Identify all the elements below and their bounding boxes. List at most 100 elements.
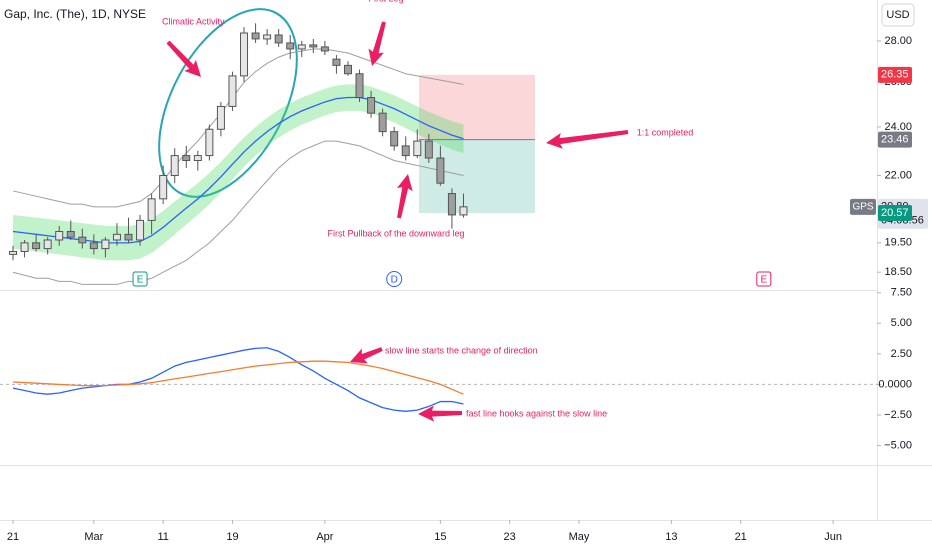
x-tick-label: 21	[735, 531, 747, 543]
event-label: E	[137, 275, 144, 286]
candle-body	[378, 112, 387, 133]
x-tick-label: 11	[157, 531, 168, 543]
annotation: First Pullback of the downward leg	[327, 228, 464, 238]
y-tick-label: 22.00	[884, 169, 912, 181]
y-tick-label: 5.00	[891, 317, 912, 329]
candle-body	[170, 155, 179, 177]
candle-body	[32, 242, 41, 250]
entry-label: 23.46	[881, 134, 909, 146]
y-tick-label: 7.50	[891, 287, 912, 299]
currency[interactable]: USD	[886, 9, 909, 21]
stop-label-box	[878, 66, 912, 83]
arrow	[546, 130, 629, 149]
candle-body	[355, 73, 364, 99]
y-tick-label: 2.50	[891, 348, 912, 360]
stop-zone	[419, 74, 535, 140]
x-tick-label: 21	[7, 531, 19, 543]
candle-body	[263, 34, 272, 40]
x-tick-label: Apr	[316, 531, 333, 543]
candle-body	[390, 131, 399, 147]
candle-body	[228, 75, 237, 107]
candle-body	[205, 128, 214, 157]
stop-label: 26.35	[881, 69, 909, 81]
candle-body	[20, 242, 29, 252]
candle-body	[332, 58, 341, 66]
overlay-line	[12, 140, 464, 285]
entry-label-box	[878, 131, 912, 148]
y-tick-label: 24.00	[884, 121, 912, 133]
candle-body	[459, 206, 468, 216]
candle-body	[193, 155, 202, 161]
x-tick-label: 23	[504, 531, 516, 543]
candle-body	[447, 193, 456, 216]
annotation: Climatic Activity	[162, 16, 225, 26]
arrow	[368, 21, 386, 67]
candle-body	[159, 175, 168, 200]
event-marker	[386, 271, 403, 287]
symbol: GPS	[852, 201, 873, 212]
candle-body	[413, 140, 422, 157]
candle-body	[112, 233, 121, 241]
candle-body	[124, 233, 133, 241]
x-tick-label: Jun	[824, 531, 842, 543]
candle-body	[367, 97, 376, 114]
candle-body	[89, 242, 98, 250]
candle-body	[309, 44, 318, 48]
target-label: 20.57	[881, 207, 909, 219]
y-tick-label: −5.00	[884, 439, 912, 451]
y-tick-label: 19.50	[884, 237, 912, 249]
candle-body	[343, 64, 352, 75]
overlay-line	[12, 48, 464, 208]
event-marker	[132, 271, 148, 287]
candle-body	[101, 239, 110, 250]
candle-body	[66, 231, 75, 238]
overlay-line	[12, 96, 464, 244]
band	[13, 84, 464, 261]
candle-body	[401, 145, 410, 157]
candle-body	[216, 105, 225, 130]
currency-button[interactable]	[881, 3, 915, 27]
symbol-box	[850, 198, 876, 215]
x-tick-label: Mar	[84, 531, 103, 543]
y-tick-label: 0.0000	[878, 378, 912, 390]
x-tick-label: 13	[665, 531, 677, 543]
candle-body	[274, 34, 283, 44]
x-tick-label: 19	[226, 531, 238, 543]
candle-body	[240, 32, 249, 77]
indicator-line	[12, 360, 464, 395]
highlight-ellipse	[158, 8, 298, 198]
y-tick-label: 18.50	[884, 266, 912, 278]
target-label-box	[878, 205, 912, 222]
candle-body	[55, 231, 64, 241]
candle-body	[436, 157, 445, 184]
event-label: E	[760, 275, 767, 286]
y-tick-label: −2.50	[884, 409, 912, 421]
arrow	[418, 405, 463, 422]
candle-body	[43, 239, 52, 250]
arrow	[396, 174, 413, 219]
x-tick-label: 15	[434, 531, 446, 543]
candle-body	[286, 42, 295, 50]
annotation: fast line hooks against the slow line	[466, 408, 607, 418]
candle-body	[136, 219, 145, 241]
candle-body	[424, 140, 433, 159]
event-label: D	[391, 275, 398, 286]
candle-body	[251, 32, 260, 40]
x-tick-label: May	[569, 531, 590, 543]
annotation: slow line starts the change of direction	[385, 345, 538, 355]
annotation: 1:1 completed	[637, 127, 694, 137]
candle-body	[147, 198, 156, 221]
indicator-line	[12, 347, 464, 412]
chart-title: Gap, Inc. (The), 1D, NYSE	[4, 7, 146, 21]
arrow	[166, 40, 201, 77]
annotation: First Leg	[368, 0, 403, 3]
candle-body	[320, 46, 329, 52]
candle-body	[9, 250, 18, 255]
arrow	[350, 347, 383, 364]
candle-body	[182, 155, 191, 161]
candle-body	[297, 44, 306, 50]
